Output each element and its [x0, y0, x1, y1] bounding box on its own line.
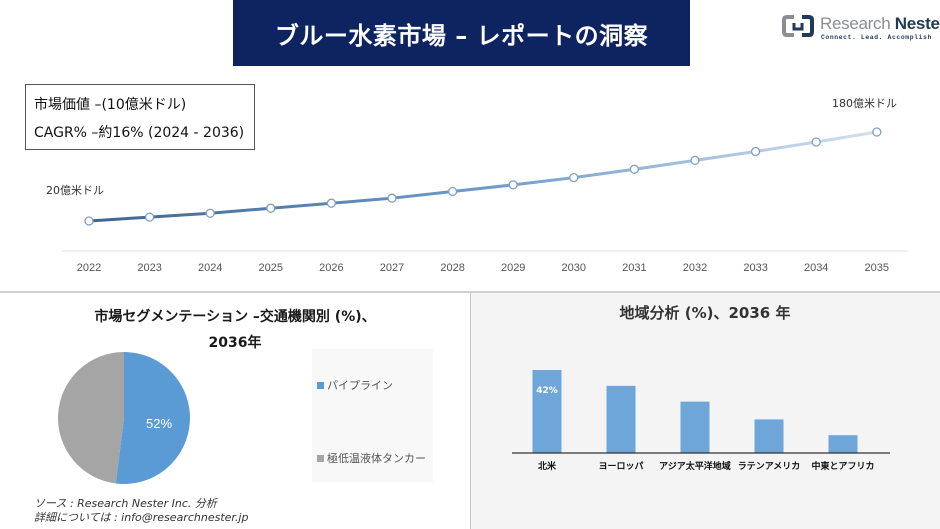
legend-swatch-icon — [317, 381, 324, 389]
x-tick-label: 2032 — [683, 262, 707, 274]
market-value-label: 市場価値 –(10億米ドル) — [34, 97, 187, 113]
start-value-label: 20億米ドル — [46, 184, 104, 197]
x-tick-label: 2029 — [501, 262, 525, 274]
segmentation-title: 市場セグメンテーション –交通機関別 (%)、 2036年 — [94, 309, 376, 351]
data-point-marker — [387, 193, 397, 203]
legend-item-cryogenic-tanker: 極低温液体タンカー — [317, 450, 426, 466]
title-banner: ブルー水素市場 – レポートの洞察 — [233, 0, 690, 66]
research-nester-logo: Research Nester Connect. Lead. Accomplis… — [782, 14, 940, 46]
x-tick-label: 2030 — [562, 262, 586, 274]
end-value-label: 180億米ドル — [832, 97, 897, 110]
bar-category-label: ヨーロッパ — [598, 460, 643, 472]
x-tick-label: 2031 — [622, 262, 646, 274]
pie-slice-label: 52% — [146, 416, 172, 431]
cagr-label: CAGR% –約16% (2024 - 2036) — [34, 125, 245, 141]
data-point-marker — [811, 137, 821, 147]
pie-slice — [115, 352, 190, 484]
data-point-marker — [629, 164, 640, 174]
data-point-marker — [690, 155, 700, 166]
market-value-line-chart: 2022 2023 2024 2025 2026 2027 2028 2029 2030 2031… — [46, 97, 908, 274]
bar — [754, 419, 784, 453]
source-note: ソース : Research Nester Inc. 分析 詳細については : … — [34, 497, 249, 524]
bar-category-label: ラテンアメリカ — [738, 461, 801, 472]
bar — [606, 385, 636, 453]
legend-swatch-icon — [317, 454, 324, 462]
bar — [532, 370, 562, 453]
data-point-marker — [872, 127, 882, 137]
logo-tagline: Connect. Lead. Accomplish — [821, 34, 932, 41]
logo-mark-icon — [782, 15, 814, 37]
bar — [828, 435, 858, 453]
market-info-box: 市場価値 –(10億米ドル) CAGR% –約16% (2024 - 2036) — [25, 84, 255, 150]
data-point-marker — [447, 186, 458, 197]
x-tick-label: 2023 — [137, 262, 161, 274]
region-title: 地域分析 (%)、2036 年 — [619, 304, 791, 322]
data-point-marker — [84, 216, 94, 226]
x-tick-label: 2028 — [440, 262, 464, 274]
x-tick-label: 2026 — [319, 262, 343, 274]
x-tick-label: 2022 — [77, 262, 101, 274]
x-tick-label: 2027 — [380, 262, 404, 274]
data-point-marker — [205, 208, 215, 218]
data-point-marker — [266, 203, 276, 213]
bar-value-label: 42% — [536, 386, 558, 396]
legend-item-pipeline: パイプライン — [317, 377, 393, 393]
page-title: ブルー水素市場 – レポートの洞察 — [274, 21, 649, 50]
data-point-marker — [326, 198, 337, 208]
x-tick-label: 2033 — [743, 262, 767, 274]
data-point-marker — [750, 146, 761, 157]
data-point-marker — [508, 180, 518, 190]
region-bar-chart: 北米 ヨーロッパ アジア太平洋地域 ラテンアメリカ 中東とアフリカ 42% — [512, 370, 890, 472]
section-divider — [0, 291, 940, 293]
x-tick-label: 2034 — [804, 262, 828, 274]
bar-category-label: 中東とアフリカ — [811, 460, 874, 472]
bar — [680, 401, 710, 453]
pie-legend: パイプライン 極低温液体タンカー — [312, 349, 433, 482]
x-tick-label: 2035 — [865, 262, 889, 274]
data-point-marker — [569, 172, 579, 183]
logo-name: Research Nester — [820, 14, 940, 33]
data-point-marker — [144, 212, 155, 222]
transport-pie-chart: 52% — [57, 352, 190, 484]
x-tick-label: 2025 — [259, 262, 283, 274]
bar-category-label: 北米 — [538, 460, 557, 472]
x-tick-label: 2024 — [198, 262, 222, 274]
bar-category-label: アジア太平洋地域 — [659, 460, 731, 472]
pie-slice — [57, 352, 124, 484]
